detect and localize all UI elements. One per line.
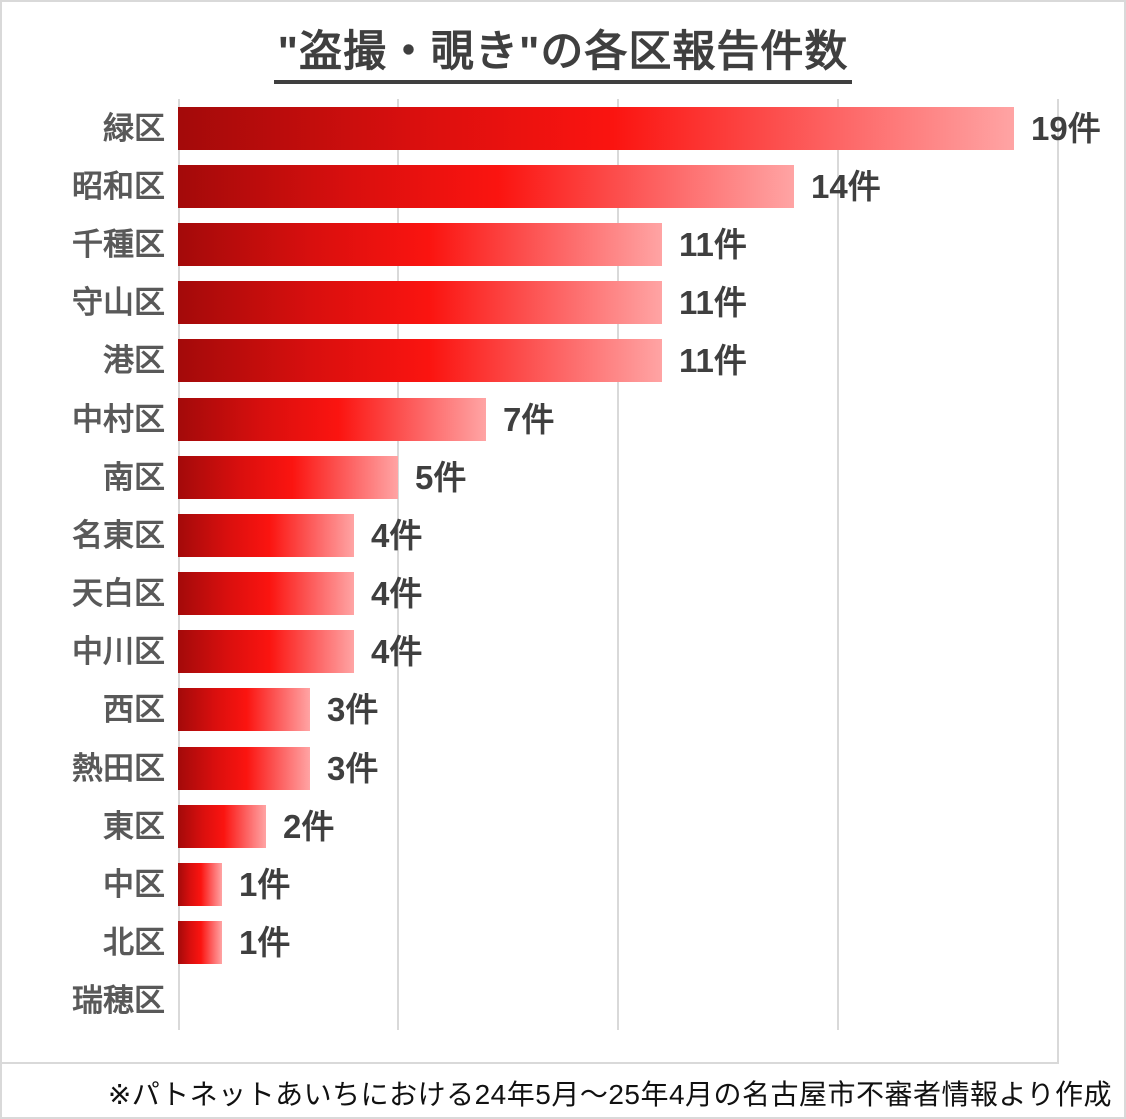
category-label: 西区 xyxy=(103,692,165,728)
chart-title-wrap: "盗撮・覗き"の各区報告件数 xyxy=(2,28,1124,85)
chart-frame-bottom-border xyxy=(2,1062,1059,1064)
bar-row: 瑞穂区 xyxy=(2,972,1112,1030)
category-label: 熱田区 xyxy=(72,750,165,786)
bar xyxy=(178,164,794,208)
category-label: 名東区 xyxy=(72,517,165,553)
category-label: 守山区 xyxy=(72,285,165,321)
gridline xyxy=(837,99,839,1030)
bar-row: 中川区 4件 xyxy=(2,623,1112,681)
bar-row: 名東区 4件 xyxy=(2,506,1112,564)
value-axis-line xyxy=(178,99,180,1030)
category-label: 瑞穂区 xyxy=(72,983,165,1019)
source-footnote: ※パトネットあいちにおける24年5月～25年4月の名古屋市不審者情報より作成 xyxy=(107,1079,1112,1110)
category-label: 港区 xyxy=(103,343,165,379)
value-label: 7件 xyxy=(503,400,555,438)
bar xyxy=(178,688,310,732)
value-label: 11件 xyxy=(679,342,747,380)
value-label: 11件 xyxy=(679,225,747,263)
category-label: 南区 xyxy=(103,459,165,495)
bar xyxy=(178,281,662,325)
bar xyxy=(178,222,662,266)
bar-row: 中区 1件 xyxy=(2,855,1112,913)
bar-row: 南区 5件 xyxy=(2,448,1112,506)
value-label: 5件 xyxy=(415,458,467,496)
bar xyxy=(178,455,398,499)
bar-row: 守山区 11件 xyxy=(2,274,1112,332)
bar-row: 千種区 11件 xyxy=(2,215,1112,273)
bar-row: 北区 1件 xyxy=(2,914,1112,972)
bar-row: 天白区 4件 xyxy=(2,565,1112,623)
category-label: 緑区 xyxy=(103,110,165,146)
bar xyxy=(178,513,354,557)
category-label: 千種区 xyxy=(72,226,165,262)
category-label: 天白区 xyxy=(72,576,165,612)
bar xyxy=(178,863,222,907)
bar xyxy=(178,397,486,441)
chart-title: "盗撮・覗き"の各区報告件数 xyxy=(273,28,853,85)
bar-row: 港区 11件 xyxy=(2,332,1112,390)
bar-row: 東区 2件 xyxy=(2,797,1112,855)
bar xyxy=(178,339,662,383)
bar xyxy=(178,106,1014,150)
bar-row: 西区 3件 xyxy=(2,681,1112,739)
value-label: 4件 xyxy=(371,633,423,671)
bar xyxy=(178,572,354,616)
bar xyxy=(178,630,354,674)
category-label: 中川区 xyxy=(72,634,165,670)
value-label: 3件 xyxy=(327,691,379,729)
value-label: 1件 xyxy=(239,924,291,962)
category-label: 中村区 xyxy=(72,401,165,437)
value-label: 11件 xyxy=(679,284,747,322)
value-label: 4件 xyxy=(371,516,423,554)
category-label: 中区 xyxy=(103,867,165,903)
bar-rows-container: 緑区 19件 昭和区 14件 千種区 11件 守山区 11件 港区 11件 中村区 7件 南区 5件 名東区… xyxy=(2,99,1112,1030)
value-label: 3件 xyxy=(327,749,379,787)
bar xyxy=(178,921,222,965)
value-label: 19件 xyxy=(1031,109,1101,147)
bar xyxy=(178,804,266,848)
bar-row: 昭和区 14件 xyxy=(2,157,1112,215)
gridline xyxy=(617,99,619,1030)
category-label: 北区 xyxy=(103,925,165,961)
category-label: 東区 xyxy=(103,808,165,844)
gridline xyxy=(1057,99,1059,1064)
plot-gridlines xyxy=(178,99,1059,1064)
bar-row: 緑区 19件 xyxy=(2,99,1112,157)
gridline xyxy=(397,99,399,1030)
value-label: 1件 xyxy=(239,866,291,904)
bar-row: 熱田区 3件 xyxy=(2,739,1112,797)
bar xyxy=(178,746,310,790)
value-label: 2件 xyxy=(283,807,335,845)
value-label: 14件 xyxy=(811,167,881,205)
bar-row: 中村区 7件 xyxy=(2,390,1112,448)
category-label: 昭和区 xyxy=(72,168,165,204)
value-label: 4件 xyxy=(371,575,423,613)
